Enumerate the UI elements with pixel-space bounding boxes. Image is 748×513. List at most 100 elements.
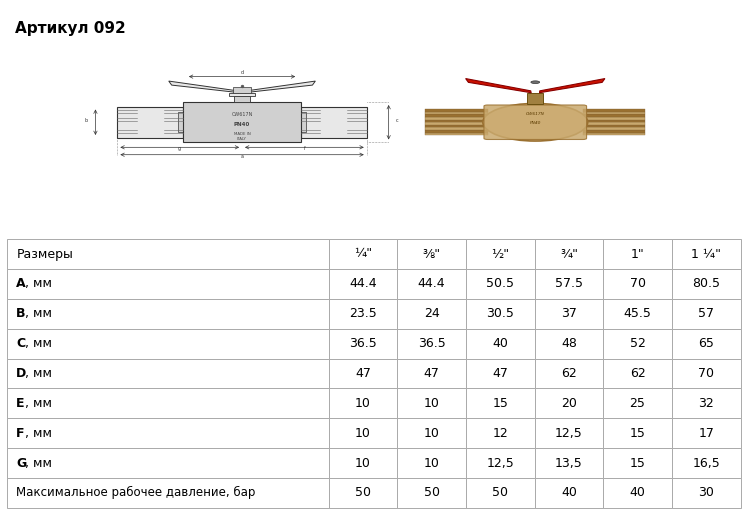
- Bar: [397, 478, 466, 508]
- Bar: [397, 239, 466, 269]
- Bar: [466, 418, 535, 448]
- Bar: [672, 448, 741, 478]
- Text: E: E: [16, 397, 25, 410]
- Bar: [426, 127, 488, 130]
- Bar: [328, 448, 397, 478]
- Bar: [583, 114, 646, 117]
- Text: 48: 48: [561, 337, 577, 350]
- Polygon shape: [245, 81, 316, 93]
- Text: F: F: [16, 427, 25, 440]
- Bar: [535, 329, 603, 359]
- Bar: [7, 239, 328, 269]
- Bar: [583, 122, 646, 125]
- Bar: [583, 109, 646, 112]
- Text: 50: 50: [492, 486, 508, 500]
- Bar: [466, 269, 535, 299]
- Bar: [397, 329, 466, 359]
- Bar: [7, 299, 328, 329]
- Bar: [583, 117, 646, 120]
- Bar: [397, 299, 466, 329]
- Bar: [466, 299, 535, 329]
- Polygon shape: [465, 78, 531, 93]
- Text: 70: 70: [698, 367, 714, 380]
- Text: 44.4: 44.4: [349, 278, 377, 290]
- Bar: [466, 329, 535, 359]
- Bar: [583, 112, 646, 114]
- Ellipse shape: [483, 104, 588, 141]
- Text: Максимальное рабочее давление, бар: Максимальное рабочее давление, бар: [16, 486, 256, 500]
- Text: 80.5: 80.5: [692, 278, 720, 290]
- Text: 20: 20: [561, 397, 577, 410]
- Bar: [7, 359, 328, 388]
- Bar: [466, 478, 535, 508]
- Text: CW617N: CW617N: [526, 112, 545, 116]
- Text: 47: 47: [423, 367, 440, 380]
- FancyBboxPatch shape: [183, 102, 301, 143]
- Bar: [672, 329, 741, 359]
- Bar: [535, 478, 603, 508]
- Bar: [583, 120, 646, 122]
- Text: 57: 57: [698, 307, 714, 320]
- Bar: [328, 329, 397, 359]
- Bar: [535, 388, 603, 418]
- Text: 44.4: 44.4: [417, 278, 445, 290]
- Bar: [426, 125, 488, 127]
- Text: b: b: [85, 118, 88, 123]
- Bar: [603, 359, 672, 388]
- Text: 65: 65: [698, 337, 714, 350]
- Text: ⅜": ⅜": [423, 248, 441, 261]
- Bar: [328, 269, 397, 299]
- Bar: [535, 418, 603, 448]
- Bar: [535, 359, 603, 388]
- Text: 10: 10: [423, 397, 440, 410]
- Text: 12,5: 12,5: [486, 457, 514, 469]
- Bar: [229, 93, 255, 96]
- Text: PN40: PN40: [530, 121, 541, 125]
- Bar: [301, 112, 306, 132]
- Text: 70: 70: [630, 278, 646, 290]
- Bar: [603, 478, 672, 508]
- Text: 62: 62: [630, 367, 646, 380]
- Text: 62: 62: [561, 367, 577, 380]
- Bar: [603, 239, 672, 269]
- Bar: [7, 388, 328, 418]
- Text: 10: 10: [423, 457, 440, 469]
- Text: 36.5: 36.5: [349, 337, 377, 350]
- Text: f: f: [304, 146, 305, 151]
- Text: 40: 40: [492, 337, 508, 350]
- Text: 45.5: 45.5: [624, 307, 652, 320]
- Polygon shape: [539, 78, 605, 93]
- Bar: [583, 125, 646, 127]
- Text: 16,5: 16,5: [693, 457, 720, 469]
- Bar: [328, 359, 397, 388]
- Text: A: A: [16, 278, 26, 290]
- Bar: [603, 448, 672, 478]
- Text: c: c: [396, 118, 399, 123]
- Text: 57.5: 57.5: [555, 278, 583, 290]
- Bar: [328, 478, 397, 508]
- Text: PN40: PN40: [234, 122, 250, 127]
- Bar: [234, 96, 250, 102]
- Text: 50: 50: [355, 486, 371, 500]
- Text: 10: 10: [355, 457, 371, 469]
- Bar: [583, 130, 646, 132]
- Text: 17: 17: [698, 427, 714, 440]
- Bar: [7, 478, 328, 508]
- Bar: [328, 299, 397, 329]
- Text: C: C: [16, 337, 25, 350]
- Text: 15: 15: [492, 397, 508, 410]
- Text: 15: 15: [630, 457, 646, 469]
- Bar: [397, 359, 466, 388]
- Bar: [466, 388, 535, 418]
- Bar: [397, 448, 466, 478]
- Text: 1": 1": [631, 248, 645, 261]
- Bar: [603, 418, 672, 448]
- Text: g: g: [178, 146, 181, 151]
- Bar: [603, 329, 672, 359]
- Bar: [397, 388, 466, 418]
- Text: Артикул 092: Артикул 092: [15, 22, 126, 36]
- Text: CW617N: CW617N: [231, 112, 253, 117]
- Text: , мм: , мм: [25, 397, 52, 410]
- Text: 25: 25: [630, 397, 646, 410]
- Bar: [583, 127, 646, 130]
